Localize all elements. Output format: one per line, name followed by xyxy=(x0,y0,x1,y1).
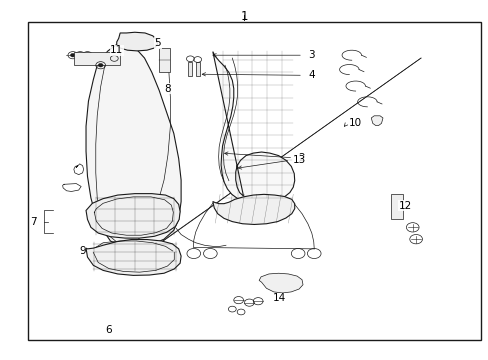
Text: 4: 4 xyxy=(308,70,314,80)
Circle shape xyxy=(78,53,82,57)
Text: 9: 9 xyxy=(79,246,86,256)
Polygon shape xyxy=(212,51,294,203)
Bar xyxy=(195,62,199,76)
Bar xyxy=(390,194,402,220)
Text: 1: 1 xyxy=(240,10,248,23)
Bar xyxy=(188,62,192,76)
Circle shape xyxy=(98,63,103,67)
Text: 12: 12 xyxy=(398,201,411,211)
Bar xyxy=(159,48,169,72)
Text: 11: 11 xyxy=(110,45,123,55)
Text: 13: 13 xyxy=(292,155,305,165)
Circle shape xyxy=(70,53,75,57)
Text: 6: 6 xyxy=(105,325,112,335)
Polygon shape xyxy=(86,40,181,248)
Text: 2: 2 xyxy=(298,153,305,163)
Bar xyxy=(27,22,480,339)
Bar xyxy=(74,51,120,65)
Text: 10: 10 xyxy=(348,118,362,128)
Polygon shape xyxy=(212,194,294,225)
Polygon shape xyxy=(117,32,158,51)
Text: 5: 5 xyxy=(154,38,161,48)
Text: 14: 14 xyxy=(272,293,285,303)
Polygon shape xyxy=(259,273,303,293)
Polygon shape xyxy=(86,239,181,275)
Polygon shape xyxy=(86,194,180,238)
Circle shape xyxy=(85,53,90,57)
Text: 3: 3 xyxy=(308,50,314,60)
Text: 7: 7 xyxy=(30,217,37,226)
Text: 8: 8 xyxy=(164,84,170,94)
Polygon shape xyxy=(370,116,382,126)
